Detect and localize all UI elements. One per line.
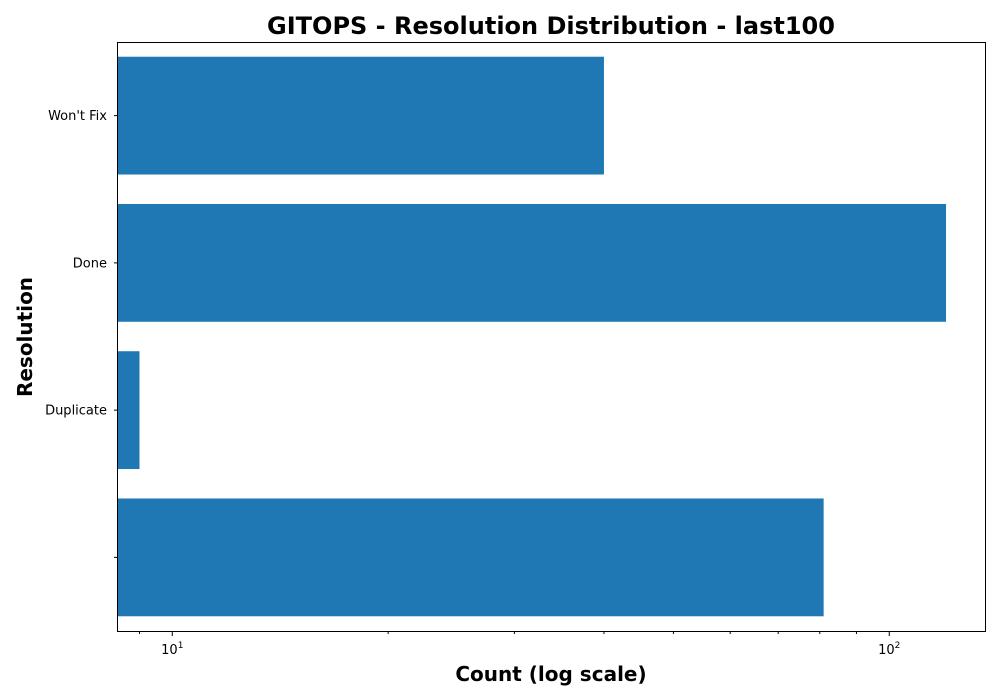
- chart-title: GITOPS - Resolution Distribution - last1…: [267, 12, 835, 40]
- bar: [118, 203, 947, 322]
- plot-frame: [117, 42, 986, 632]
- x-axis-label: Count (log scale): [455, 662, 646, 686]
- y-tick-label: Done: [73, 256, 107, 271]
- bar: [118, 351, 140, 470]
- y-axis-label: Resolution: [13, 277, 37, 397]
- x-tick-label: 102: [878, 641, 900, 658]
- x-tick-label: 101: [161, 641, 183, 658]
- ticks-layer: Duplicate Done Won't Fix 101 102: [45, 109, 900, 658]
- bar: [118, 498, 824, 617]
- y-tick-label: Won't Fix: [48, 109, 107, 124]
- y-tick-label: Duplicate: [45, 404, 107, 419]
- bars-layer: [118, 56, 947, 617]
- bar: [118, 56, 604, 175]
